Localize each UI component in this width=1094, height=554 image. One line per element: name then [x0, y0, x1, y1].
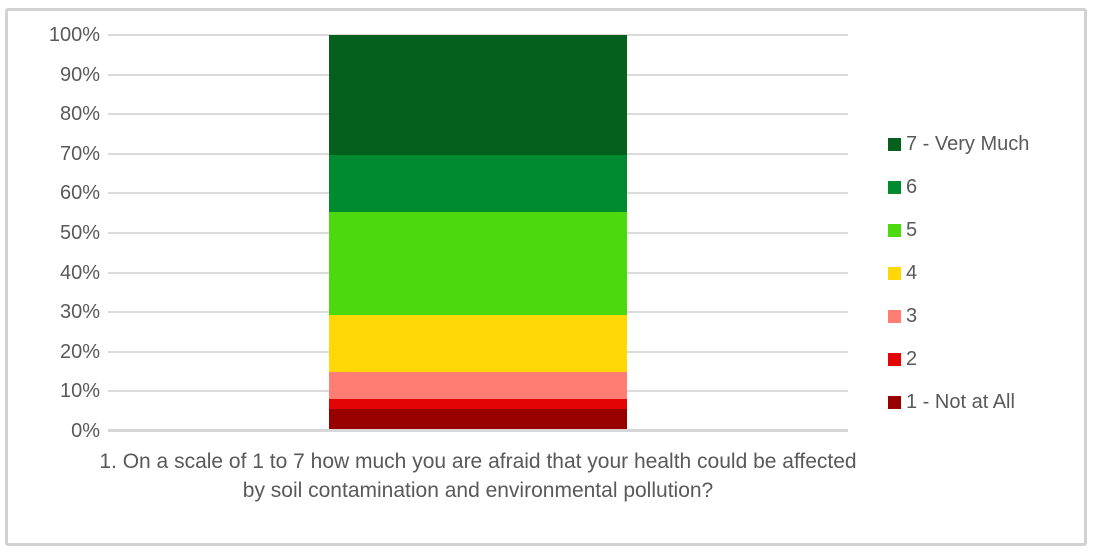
legend-label: 7 - Very Much [906, 133, 1030, 155]
y-axis-tick-label: 70% [59, 142, 100, 165]
legend: 7 - Very Much 6 5 4 3 2 1 - Not at All [888, 123, 1029, 424]
plot-area [108, 34, 848, 432]
legend-label: 5 [906, 219, 918, 241]
legend-item: 4 [888, 252, 1029, 295]
legend-swatch-icon [888, 181, 901, 194]
legend-swatch-icon [888, 353, 901, 366]
y-axis-tick-label: 0% [71, 420, 100, 442]
legend-swatch-icon [888, 138, 901, 151]
y-axis-tick-label: 80% [59, 103, 100, 126]
legend-item: 7 - Very Much [888, 123, 1029, 166]
x-axis-category-label: 1. On a scale of 1 to 7 how much you are… [99, 450, 857, 502]
legend-swatch-icon [888, 224, 901, 237]
y-axis-tick-label: 30% [59, 301, 100, 324]
legend-swatch-icon [888, 310, 901, 323]
legend-item: 5 [888, 209, 1029, 252]
y-axis-tick-label: 10% [59, 380, 100, 403]
y-axis-tick-label: 60% [59, 182, 100, 205]
legend-label: 3 [906, 305, 918, 327]
y-axis-tick-label: 50% [59, 222, 100, 244]
y-axis-tick-label: 100% [48, 24, 100, 46]
bar-segment-6 [329, 155, 627, 213]
y-axis: 0% 10% 20% 30% 40% 50% 60% 70% 80% 90% 100% [0, 24, 100, 442]
bar-segment-2 [329, 399, 627, 410]
y-axis-tick-label: 90% [59, 63, 100, 86]
legend-item: 2 [888, 338, 1029, 381]
bar-segment-5 [329, 212, 627, 315]
y-axis-tick-label: 20% [59, 340, 100, 363]
bar-segment-3 [329, 371, 627, 400]
legend-item: 3 [888, 295, 1029, 338]
legend-swatch-icon [888, 267, 901, 280]
legend-item: 1 - Not at All [888, 381, 1029, 424]
legend-label: 2 [906, 348, 918, 370]
bar-segment-4 [329, 314, 627, 372]
legend-swatch-icon [888, 396, 901, 409]
legend-label: 4 [906, 262, 918, 284]
bar-segment-7-very-much [329, 35, 627, 156]
legend-item: 6 [888, 166, 1029, 209]
bar-segment-1-not-at-all [329, 409, 627, 429]
x-axis-line [108, 429, 848, 432]
stacked-bar [329, 35, 627, 429]
legend-label: 1 - Not at All [906, 391, 1015, 413]
y-axis-tick-label: 40% [59, 261, 100, 284]
legend-label: 6 [906, 176, 918, 198]
